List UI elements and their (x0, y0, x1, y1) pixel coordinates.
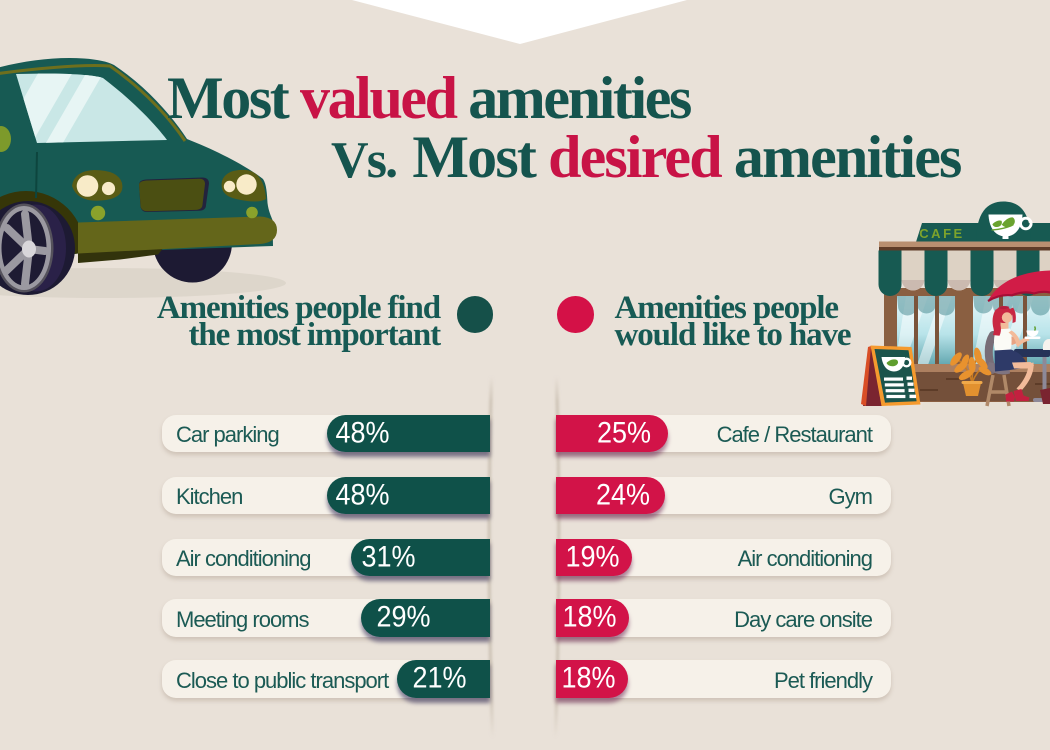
svg-text:CAFE: CAFE (919, 226, 964, 241)
